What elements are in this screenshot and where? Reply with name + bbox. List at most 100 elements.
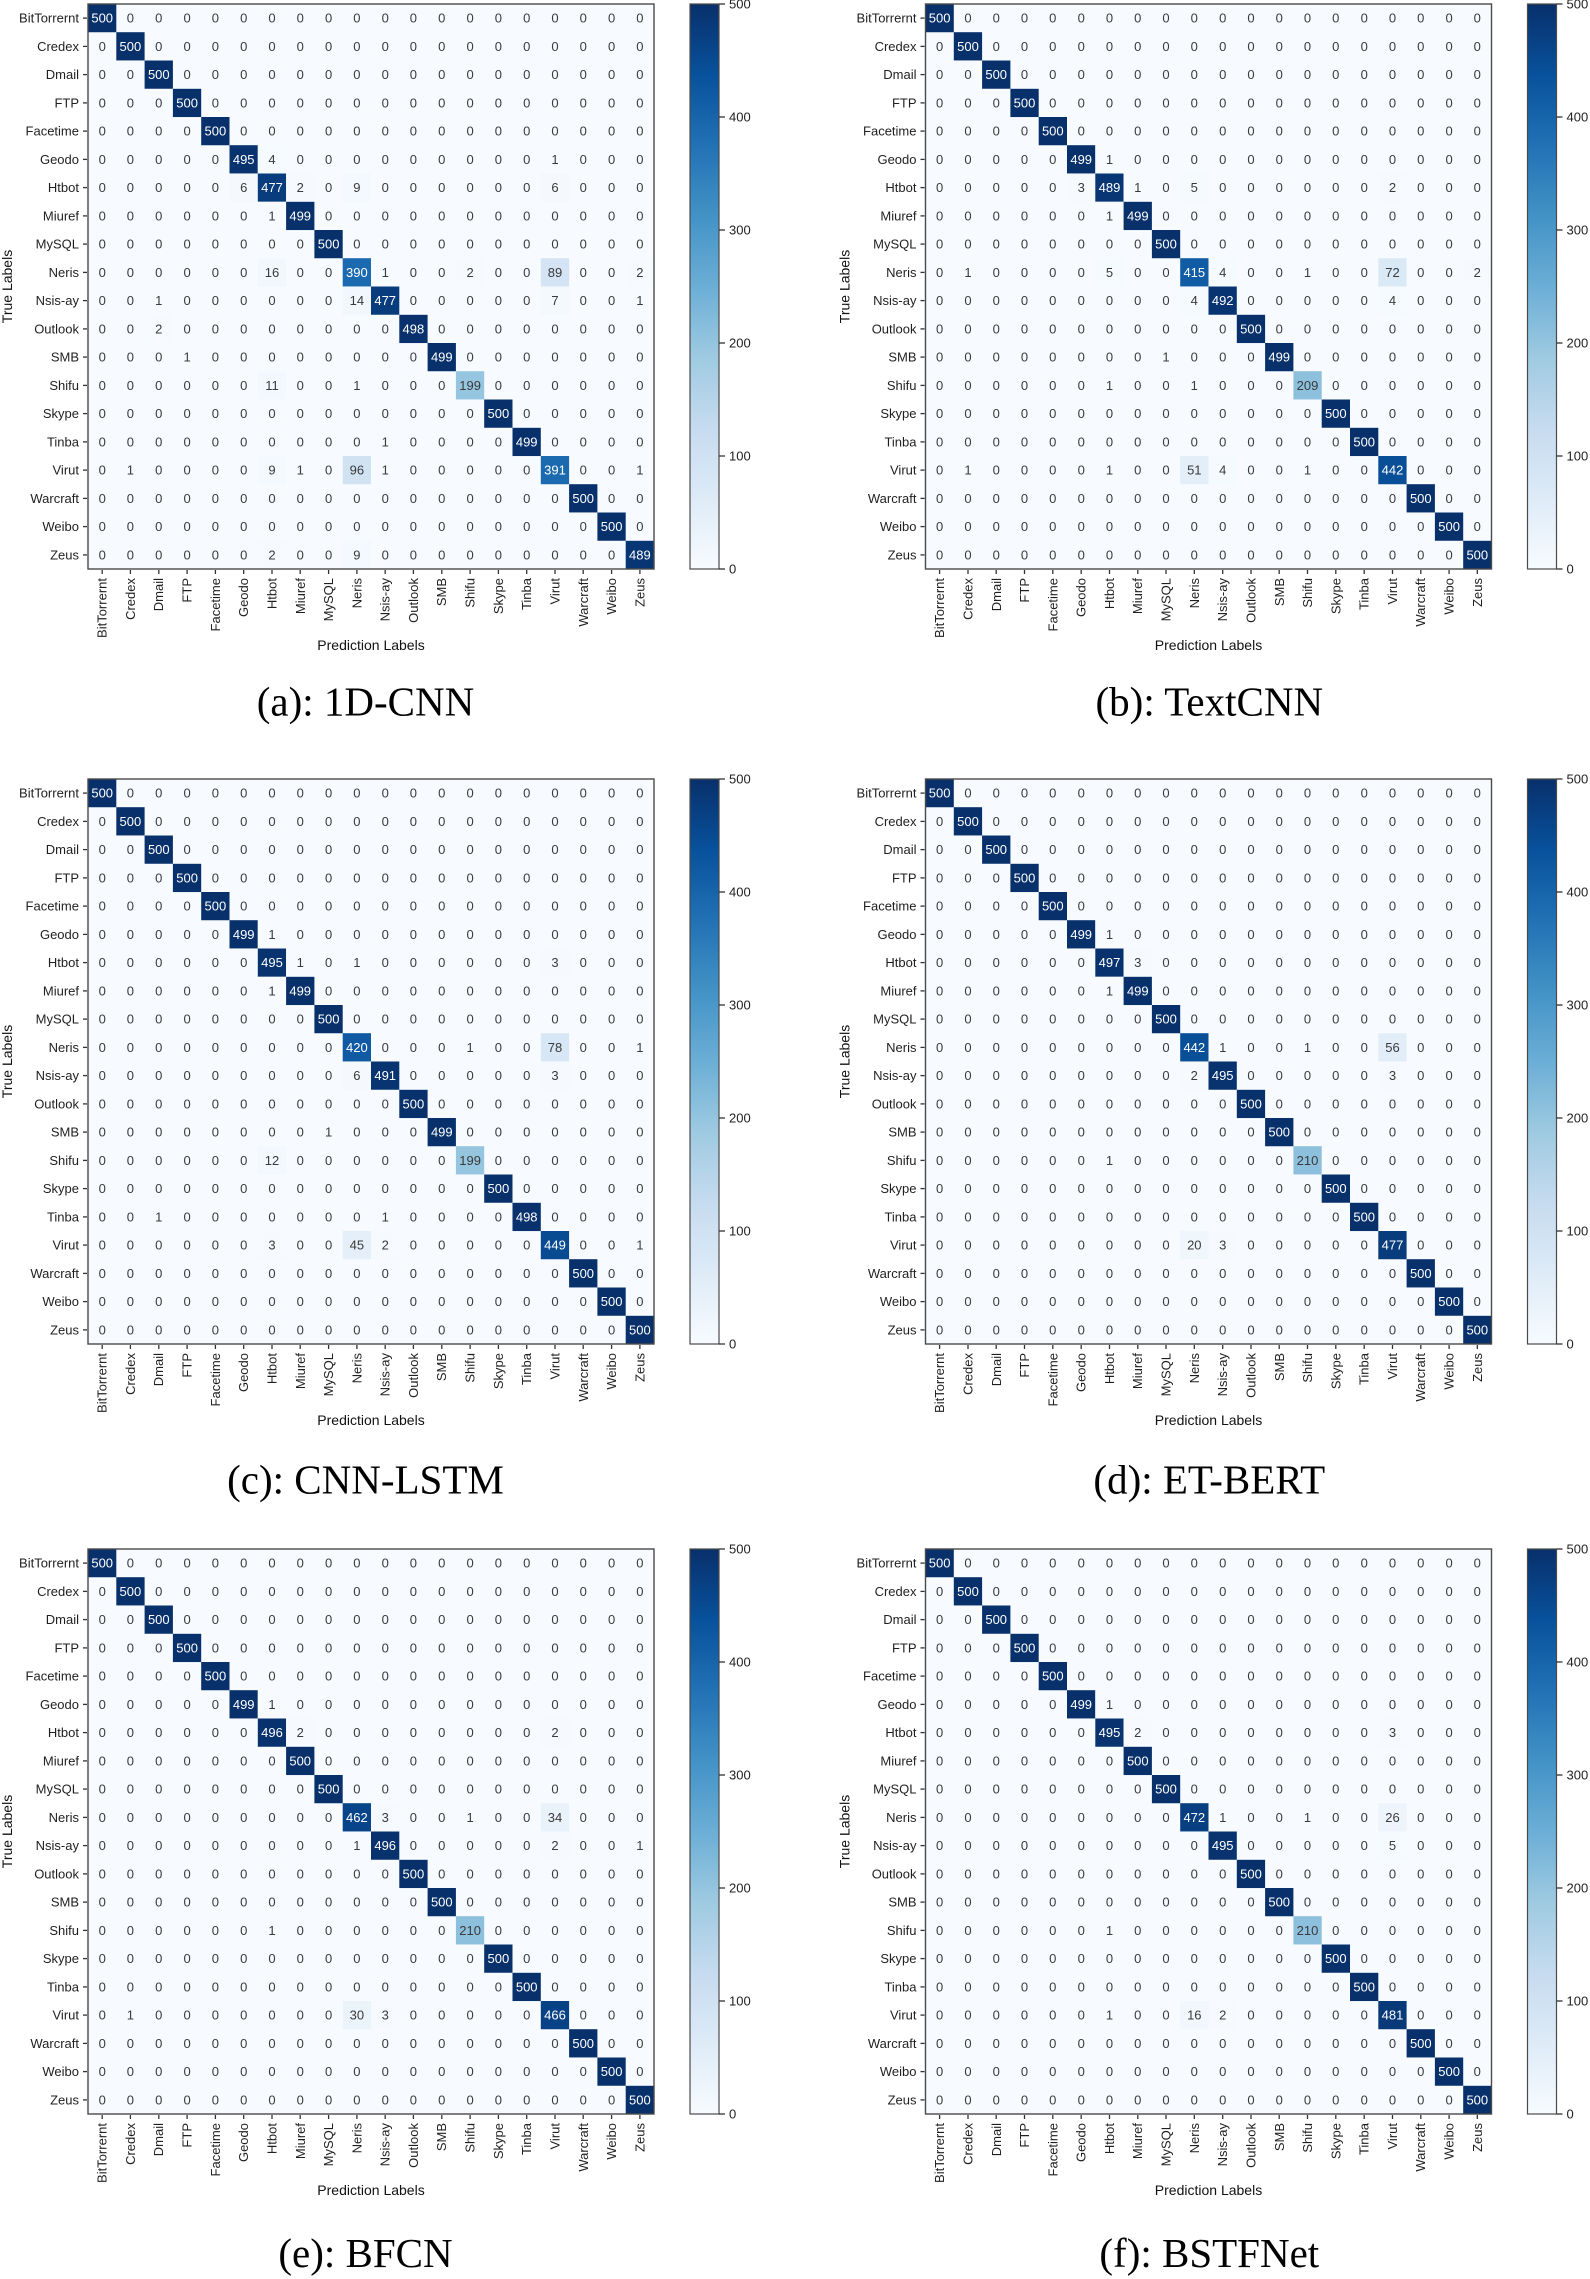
svg-text:Skype: Skype [491,578,506,614]
svg-text:Credex: Credex [961,2123,976,2165]
svg-text:Prediction Labels: Prediction Labels [1155,1412,1262,1428]
svg-text:Skype: Skype [43,1951,79,1966]
svg-text:Warcraft: Warcraft [30,2036,79,2051]
svg-text:FTP: FTP [1017,1353,1032,1378]
svg-text:Skype: Skype [1328,1353,1343,1389]
svg-text:Weibo: Weibo [1442,1353,1457,1390]
svg-text:Dmail: Dmail [46,842,79,857]
svg-text:300: 300 [1567,223,1589,238]
svg-text:Outlook: Outlook [872,321,917,336]
svg-text:(f): BSTFNet: (f): BSTFNet [1099,2230,1319,2276]
svg-text:200: 200 [1567,1111,1589,1126]
svg-text:0: 0 [729,1337,736,1352]
svg-text:Neris: Neris [1187,578,1202,609]
svg-text:Zeus: Zeus [632,2123,647,2152]
svg-text:Virut: Virut [1385,578,1400,605]
svg-text:BitTorrernt: BitTorrernt [19,1556,79,1571]
svg-text:Credex: Credex [875,1584,917,1599]
svg-text:MySQL: MySQL [321,2123,336,2166]
svg-text:Weibo: Weibo [880,1294,917,1309]
svg-text:Tinba: Tinba [1357,2122,1372,2155]
svg-text:0: 0 [729,2107,736,2122]
svg-text:SMB: SMB [1272,578,1287,606]
svg-text:Tinba: Tinba [47,1209,80,1224]
svg-text:True Labels: True Labels [837,1025,853,1098]
svg-text:Neris: Neris [886,265,917,280]
svg-text:Neris: Neris [349,578,364,609]
svg-text:BitTorrernt: BitTorrernt [932,1353,947,1413]
svg-text:Outlook: Outlook [1244,1353,1259,1398]
svg-text:Warcraft: Warcraft [1413,1353,1428,1402]
svg-text:500: 500 [1567,1542,1589,1557]
svg-text:200: 200 [1567,336,1589,351]
svg-text:Nsis-ay: Nsis-ay [36,1068,80,1083]
svg-text:Nsis-ay: Nsis-ay [873,1068,917,1083]
svg-text:Zeus: Zeus [1470,578,1485,607]
svg-text:Tinba: Tinba [1357,577,1372,610]
svg-text:Miuref: Miuref [293,1353,308,1390]
svg-text:Facetime: Facetime [208,2123,223,2176]
svg-text:Tinba: Tinba [519,1352,534,1385]
svg-text:Weibo: Weibo [880,2064,917,2079]
svg-text:Warcraft: Warcraft [868,1266,917,1281]
svg-text:Neris: Neris [349,1353,364,1384]
svg-text:Miuref: Miuref [880,983,917,998]
svg-text:BitTorrernt: BitTorrernt [932,578,947,638]
svg-text:Facetime: Facetime [1045,578,1060,631]
svg-text:Virut: Virut [53,2008,80,2023]
svg-text:Facetime: Facetime [1045,2123,1060,2176]
svg-text:True Labels: True Labels [0,250,15,323]
svg-text:Htbot: Htbot [48,180,79,195]
svg-text:Facetime: Facetime [863,899,916,914]
svg-text:Shifu: Shifu [1300,2123,1315,2153]
svg-text:Htbot: Htbot [48,955,79,970]
svg-text:SMB: SMB [51,1895,79,1910]
svg-text:BitTorrernt: BitTorrernt [19,786,79,801]
svg-text:400: 400 [1567,110,1589,125]
svg-text:SMB: SMB [1272,2123,1287,2151]
svg-text:MySQL: MySQL [1159,2123,1174,2166]
svg-text:MySQL: MySQL [36,237,79,252]
svg-text:Skype: Skype [491,2123,506,2159]
svg-text:Facetime: Facetime [863,124,916,139]
svg-text:Shifu: Shifu [887,1153,917,1168]
svg-text:Warcraft: Warcraft [576,578,591,627]
svg-text:FTP: FTP [180,2123,195,2148]
svg-text:Skype: Skype [880,406,916,421]
svg-text:Warcraft: Warcraft [868,491,917,506]
svg-text:Shifu: Shifu [1300,578,1315,608]
svg-text:Credex: Credex [875,39,917,54]
